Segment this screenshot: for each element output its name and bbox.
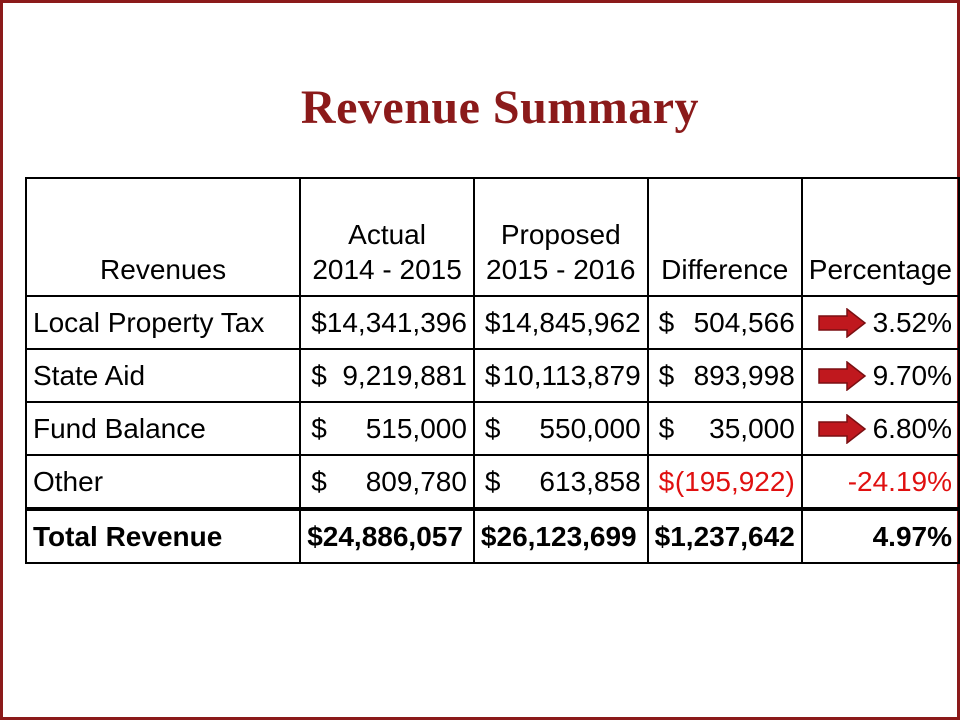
right-arrow-icon xyxy=(818,360,867,391)
row-label: Fund Balance xyxy=(24,401,302,456)
table-row: Fund Balance $515,000 $550,000 $35,000 6… xyxy=(24,401,960,456)
row-label: Other xyxy=(24,454,302,510)
table-row: Other $809,780 $613,858 $ (195,922) -24.1… xyxy=(24,454,960,510)
total-proposed: $26,123,699 xyxy=(472,507,649,564)
total-actual: $24,886,057 xyxy=(299,507,475,564)
percentage-cell: 3.52% xyxy=(800,295,960,350)
total-label: Total Revenue xyxy=(24,507,302,564)
percentage-cell: 6.80% xyxy=(800,401,960,456)
total-row: Total Revenue $24,886,057 $26,123,699 $1… xyxy=(24,507,960,564)
header-difference: Difference xyxy=(646,177,803,297)
header-percentage: Percentage xyxy=(800,177,960,297)
actual-cell: $809,780 xyxy=(299,454,475,510)
total-percentage: 4.97% xyxy=(800,507,960,564)
revenue-table: Revenues Actual 2014 - 2015 Proposed 2015 … xyxy=(24,177,960,564)
table-row: State Aid $9,219,881 $10,113,879 $893,99… xyxy=(24,348,960,403)
table-row: Local Property Tax $14,341,396 $14,845,9… xyxy=(24,295,960,350)
header-proposed: Proposed 2015 - 2016 xyxy=(472,177,649,297)
header-actual: Actual 2014 - 2015 xyxy=(299,177,475,297)
row-label: State Aid xyxy=(24,348,302,403)
proposed-cell: $613,858 xyxy=(472,454,649,510)
percentage-cell: -24.19% xyxy=(800,454,960,510)
header-revenues: Revenues xyxy=(24,177,302,297)
right-arrow-icon xyxy=(818,307,867,338)
difference-cell: $893,998 xyxy=(646,348,803,403)
actual-cell: $515,000 xyxy=(299,401,475,456)
slide-title: Revenue Summary xyxy=(300,81,700,134)
proposed-cell: $550,000 xyxy=(472,401,649,456)
proposed-cell: $10,113,879 xyxy=(472,348,649,403)
right-arrow-icon xyxy=(818,413,867,444)
proposed-cell: $14,845,962 xyxy=(472,295,649,350)
row-label: Local Property Tax xyxy=(24,295,302,350)
difference-cell: $35,000 xyxy=(646,401,803,456)
total-difference: $1,237,642 xyxy=(646,507,803,564)
actual-cell: $14,341,396 xyxy=(299,295,475,350)
difference-cell: $504,566 xyxy=(646,295,803,350)
percentage-cell: 9.70% xyxy=(800,348,960,403)
difference-cell: $ (195,922) xyxy=(646,454,803,510)
actual-cell: $9,219,881 xyxy=(299,348,475,403)
table-header-row: Revenues Actual 2014 - 2015 Proposed 2015 … xyxy=(24,177,960,297)
